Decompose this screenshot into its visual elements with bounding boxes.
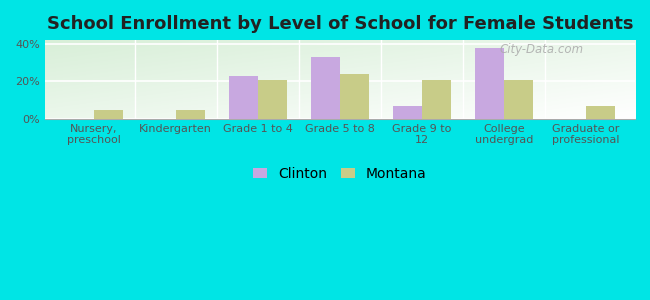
Bar <box>229 76 258 119</box>
Bar <box>340 74 369 119</box>
Bar <box>258 80 287 119</box>
Bar <box>176 110 205 119</box>
Bar <box>393 106 422 119</box>
Legend: Clinton, Montana: Clinton, Montana <box>248 161 432 187</box>
Bar <box>311 57 340 119</box>
Bar <box>586 106 614 119</box>
Text: City-Data.com: City-Data.com <box>499 43 583 56</box>
Bar <box>475 48 504 119</box>
Title: School Enrollment by Level of School for Female Students: School Enrollment by Level of School for… <box>47 15 633 33</box>
Bar <box>94 110 122 119</box>
Bar <box>504 80 532 119</box>
Bar <box>422 80 450 119</box>
